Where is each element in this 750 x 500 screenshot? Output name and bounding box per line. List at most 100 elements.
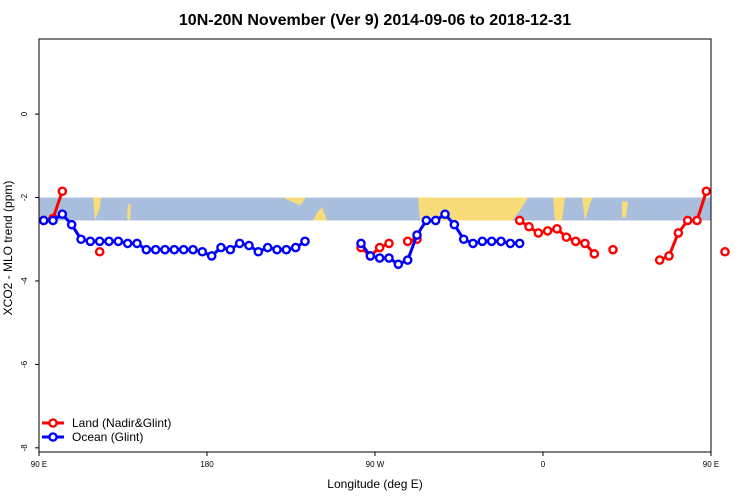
land-point <box>701 186 712 197</box>
land-point <box>384 238 394 249</box>
ocean-point <box>374 253 385 263</box>
axes: 90 E 180 90 W 0 90 E 0 -2 -4 -6 -8 <box>20 111 719 469</box>
land-point <box>524 221 534 232</box>
ocean-point <box>225 244 236 255</box>
ocean-point <box>132 238 142 249</box>
ocean-point <box>384 253 394 263</box>
y-tick-label: -8 <box>20 444 29 452</box>
land-point <box>402 236 413 247</box>
ocean-point <box>262 242 273 253</box>
ocean-point <box>150 244 161 255</box>
ocean-point <box>412 230 422 240</box>
land-point <box>561 232 572 242</box>
ocean-point <box>216 242 226 253</box>
land-point <box>589 249 600 259</box>
land-point <box>720 246 730 257</box>
ocean-point <box>38 215 49 226</box>
legend-item-ocean: Ocean (Glint) <box>42 430 143 444</box>
land-point <box>514 215 525 226</box>
x-tick-label: 90 W <box>366 460 385 469</box>
ocean-point <box>402 255 413 265</box>
ocean-point <box>468 238 478 249</box>
ocean-point <box>197 246 208 257</box>
land-point <box>682 215 693 226</box>
y-axis-label: XCO2 - MLO trend (ppm) <box>1 181 15 316</box>
y-tick-label: -2 <box>20 193 29 201</box>
x-tick-label: 0 <box>541 460 546 469</box>
ocean-point <box>113 236 124 247</box>
legend-label: Ocean (Glint) <box>72 430 143 444</box>
land-shape <box>553 197 565 221</box>
ocean-point <box>421 215 432 226</box>
ocean-point <box>458 234 469 245</box>
land-point <box>673 228 684 238</box>
land-point <box>570 236 581 247</box>
ocean-point <box>290 242 301 253</box>
legend: Land (Nadir&Glint)Ocean (Glint) <box>42 416 171 444</box>
ocean-point <box>430 215 441 226</box>
land-point <box>654 255 665 265</box>
y-tick-label: -6 <box>20 360 29 368</box>
land-shape <box>313 207 327 221</box>
land-shape <box>582 197 593 221</box>
legend-item-land: Land (Nadir&Glint) <box>42 416 171 430</box>
y-tick-label: -4 <box>20 277 29 285</box>
ocean-point <box>514 238 525 249</box>
ocean-point <box>141 244 152 255</box>
ocean-point <box>477 236 488 247</box>
land-point <box>552 224 562 234</box>
series-layer <box>38 186 730 270</box>
ocean-point <box>300 236 310 247</box>
ocean-point <box>272 244 282 255</box>
ocean-point <box>365 251 376 261</box>
land-shape <box>127 203 131 221</box>
ocean-point <box>48 215 58 226</box>
x-axis-label: Longitude (deg E) <box>327 477 422 491</box>
ocean-point <box>244 240 254 251</box>
legend-label: Land (Nadir&Glint) <box>72 416 171 430</box>
ocean-point <box>496 236 506 247</box>
ocean-point <box>188 244 198 255</box>
land-point <box>374 242 385 253</box>
ocean-point <box>85 236 96 247</box>
land-shape <box>622 201 628 218</box>
x-tick-label: 90 E <box>703 460 719 469</box>
series-land <box>38 186 730 265</box>
series-ocean <box>38 209 525 270</box>
ocean-point <box>206 251 217 261</box>
ocean-point <box>393 259 404 270</box>
land-point <box>608 244 618 255</box>
land-shape <box>93 197 101 221</box>
x-tick-label: 90 E <box>31 460 47 469</box>
land-ocean-band <box>39 197 711 221</box>
legend-marker <box>48 432 58 442</box>
ocean-point <box>104 236 114 247</box>
ocean-point <box>449 219 460 230</box>
ocean-point <box>281 244 292 255</box>
x-tick-label: 180 <box>200 460 214 469</box>
land-point <box>692 215 702 226</box>
ocean-band <box>39 197 711 221</box>
ocean-point <box>178 244 189 255</box>
land-point <box>94 246 105 257</box>
ocean-point <box>160 244 170 255</box>
land-point <box>57 186 68 197</box>
ocean-point <box>253 246 264 257</box>
ocean-point <box>505 238 516 249</box>
land-point <box>542 226 553 236</box>
ocean-point <box>486 236 497 247</box>
land-point <box>533 228 544 238</box>
land-shape <box>283 197 306 206</box>
ocean-point <box>66 219 77 230</box>
ocean-point <box>234 238 245 249</box>
y-tick-label: 0 <box>20 111 29 116</box>
ocean-point <box>76 234 86 245</box>
land-point <box>664 251 674 261</box>
ocean-point <box>122 238 133 249</box>
ocean-point <box>356 238 366 249</box>
plot-frame <box>38 38 712 453</box>
legend-marker <box>48 418 58 428</box>
land-point <box>580 238 590 249</box>
ocean-point <box>57 209 68 220</box>
